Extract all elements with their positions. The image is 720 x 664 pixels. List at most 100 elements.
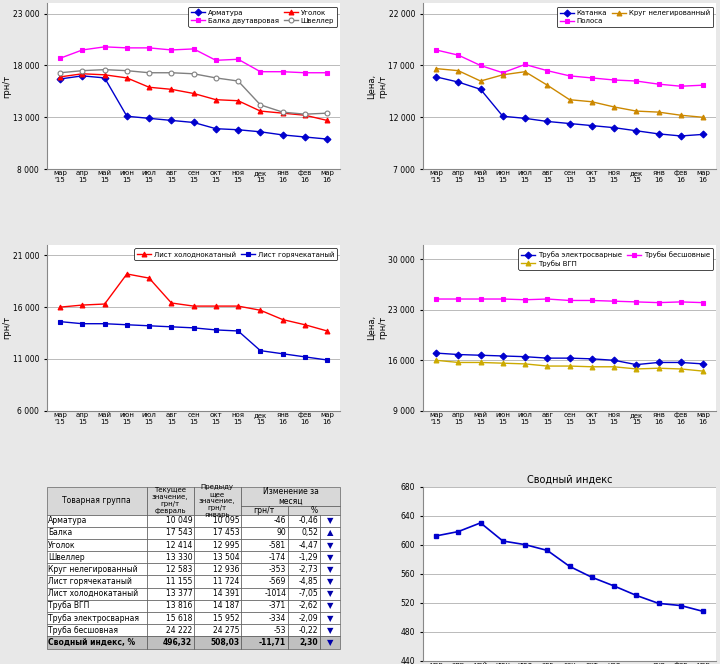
Полоса — [521, 60, 529, 68]
Арматура — [189, 118, 198, 126]
Труба электросварные — [543, 354, 552, 362]
Арматура — [234, 125, 243, 133]
Уголок — [78, 70, 86, 78]
FancyBboxPatch shape — [240, 551, 287, 563]
Лист горячекатаный — [167, 323, 176, 331]
Лист горячекатаный — [56, 317, 65, 325]
Text: -53: -53 — [274, 625, 286, 635]
FancyBboxPatch shape — [147, 612, 194, 624]
Балка двутавровая — [234, 55, 243, 63]
Катанка — [543, 118, 552, 125]
Text: -353: -353 — [269, 565, 286, 574]
FancyBboxPatch shape — [287, 576, 320, 588]
Лист холоднокатаный — [167, 299, 176, 307]
Уголок — [300, 112, 309, 120]
FancyBboxPatch shape — [47, 576, 147, 588]
Уголок — [234, 97, 243, 105]
Лист холоднокатаный — [189, 302, 198, 310]
Трубы бесшовные — [698, 299, 707, 307]
Швеллер — [234, 77, 243, 85]
Text: 13 816: 13 816 — [166, 602, 192, 610]
Трубы ВГП — [610, 363, 618, 371]
Лист холоднокатаный — [78, 301, 86, 309]
Трубы ВГП — [432, 357, 441, 365]
FancyBboxPatch shape — [47, 636, 147, 649]
Трубы ВГП — [588, 363, 596, 371]
Труба электросварные — [521, 353, 529, 361]
Text: ▼: ▼ — [327, 565, 333, 574]
Полоса — [543, 66, 552, 74]
Line: Труба электросварные: Труба электросварные — [433, 351, 706, 367]
Text: грн/т: грн/т — [253, 506, 275, 515]
Полоса — [632, 77, 641, 85]
FancyBboxPatch shape — [287, 600, 320, 612]
Text: Предыду
щее
значение,
грн/т
январь: Предыду щее значение, грн/т январь — [199, 483, 235, 518]
Полоса — [610, 76, 618, 84]
FancyBboxPatch shape — [287, 539, 320, 551]
Text: 24 222: 24 222 — [166, 625, 192, 635]
Арматура — [256, 128, 265, 136]
FancyBboxPatch shape — [147, 600, 194, 612]
Лист горячекатаный — [100, 320, 109, 328]
FancyBboxPatch shape — [194, 487, 240, 515]
Line: Полоса: Полоса — [433, 48, 706, 89]
Лист холоднокатаный — [300, 321, 309, 329]
Круг нелегированный — [565, 96, 574, 104]
Катанка — [698, 130, 707, 138]
FancyBboxPatch shape — [287, 527, 320, 539]
Трубы ВГП — [454, 359, 463, 367]
FancyBboxPatch shape — [147, 539, 194, 551]
Полоса — [588, 74, 596, 82]
FancyBboxPatch shape — [320, 636, 341, 649]
Text: Балка: Балка — [48, 529, 73, 537]
Катанка — [565, 120, 574, 127]
FancyBboxPatch shape — [194, 563, 240, 576]
Арматура — [78, 72, 86, 80]
Text: -0,46: -0,46 — [299, 516, 318, 525]
Line: Швеллер: Швеллер — [58, 67, 330, 117]
Полоса — [654, 80, 663, 88]
Y-axis label: Цена,
грн/т: Цена, грн/т — [0, 315, 11, 341]
Швеллер — [78, 66, 86, 74]
FancyBboxPatch shape — [147, 636, 194, 649]
Арматура — [167, 116, 176, 124]
Швеллер — [256, 101, 265, 109]
Legend: Арматура, Балка двутавровая, Уголок, Швеллер: Арматура, Балка двутавровая, Уголок, Шве… — [188, 7, 337, 27]
FancyBboxPatch shape — [320, 612, 341, 624]
Text: -0,22: -0,22 — [299, 625, 318, 635]
Швеллер — [167, 69, 176, 77]
Text: ▼: ▼ — [327, 602, 333, 610]
FancyBboxPatch shape — [320, 551, 341, 563]
Text: -371: -371 — [269, 602, 286, 610]
Уголок — [256, 107, 265, 115]
Круг нелегированный — [698, 114, 707, 122]
Text: 12 414: 12 414 — [166, 540, 192, 550]
Уголок — [122, 74, 131, 82]
Швеллер — [56, 69, 65, 77]
FancyBboxPatch shape — [47, 515, 147, 527]
Трубы ВГП — [565, 362, 574, 370]
Line: Уголок: Уголок — [58, 71, 330, 123]
Трубы ВГП — [521, 360, 529, 368]
Балка двутавровая — [56, 54, 65, 62]
Швеллер — [300, 110, 309, 118]
Балка двутавровая — [100, 43, 109, 51]
Арматура — [56, 75, 65, 83]
Трубы бесшовные — [543, 295, 552, 303]
Text: -7,05: -7,05 — [299, 589, 318, 598]
FancyBboxPatch shape — [147, 487, 194, 515]
FancyBboxPatch shape — [47, 551, 147, 563]
FancyBboxPatch shape — [47, 612, 147, 624]
Text: Товарная группа: Товарная группа — [63, 496, 131, 505]
FancyBboxPatch shape — [194, 612, 240, 624]
FancyBboxPatch shape — [147, 576, 194, 588]
Line: Трубы бесшовные: Трубы бесшовные — [433, 297, 706, 305]
Text: Изменение за
месяц: Изменение за месяц — [263, 487, 318, 506]
Text: Уголок: Уголок — [48, 540, 76, 550]
Text: 14 391: 14 391 — [212, 589, 239, 598]
Уголок — [100, 71, 109, 79]
Катанка — [454, 78, 463, 86]
Line: Круг нелегированный: Круг нелегированный — [433, 66, 706, 120]
Трубы бесшовные — [432, 295, 441, 303]
Text: Лист горячекатаный: Лист горячекатаный — [48, 577, 132, 586]
